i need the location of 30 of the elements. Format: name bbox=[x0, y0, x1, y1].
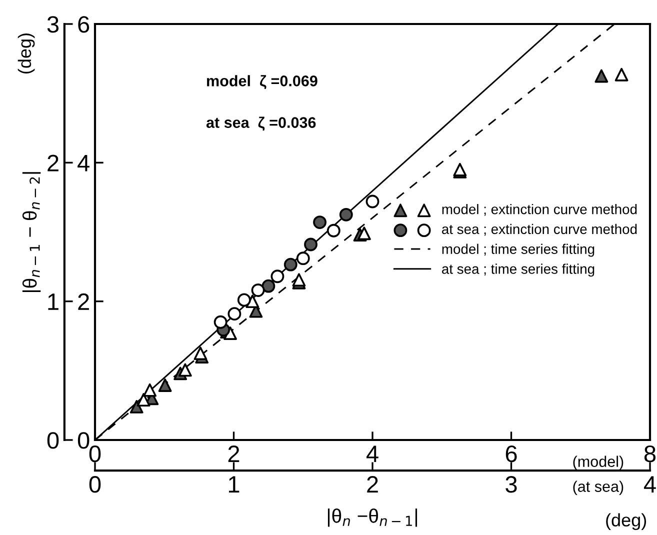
legend-label: model ; time series fitting bbox=[442, 244, 594, 257]
text: (model) bbox=[573, 456, 624, 470]
x-tick-label: 0 bbox=[89, 445, 101, 462]
legend-label: model ; extinction curve method bbox=[442, 204, 637, 216]
annotation: model ζ =0.069 bbox=[207, 75, 318, 90]
y2-tick-label: 0 bbox=[47, 432, 59, 449]
y2-tick-label: 2 bbox=[48, 154, 58, 172]
x-tick-label: 8 bbox=[644, 445, 656, 462]
x2-tick-label: 4 bbox=[644, 476, 656, 493]
y2-tick-label: 3 bbox=[47, 16, 59, 33]
x2-tick-label: 0 bbox=[89, 476, 101, 493]
y-tick-label: 2 bbox=[78, 293, 89, 310]
x2-tick-label: 2 bbox=[367, 476, 378, 493]
x-axis-title: |θ$_{n}$ −θ$_{n−1}$| bbox=[328, 508, 418, 527]
text: (at sea) bbox=[573, 480, 624, 495]
y-tick-label: 0 bbox=[78, 432, 90, 449]
x2-tick-label: 1 bbox=[228, 476, 240, 493]
legend-label: at sea ; extinction curve method bbox=[442, 224, 637, 236]
y2-axis-title: |θ$_{n−1}$ − θ$_{n−2}$| bbox=[22, 172, 41, 292]
x-tick-label: 6 bbox=[506, 445, 517, 462]
x-tick-label: 2 bbox=[228, 445, 240, 462]
text: (deg) bbox=[606, 513, 646, 530]
x2-tick-label: 3 bbox=[506, 476, 517, 493]
y-tick-label: 4 bbox=[78, 154, 90, 172]
y2-tick-label: 1 bbox=[48, 294, 58, 310]
text: (deg) bbox=[18, 34, 35, 74]
y-tick-label: 6 bbox=[78, 16, 90, 33]
x-tick-label: 4 bbox=[366, 446, 378, 462]
legend-label: at sea ; time series fitting bbox=[442, 264, 594, 277]
annotation: at sea ζ =0.036 bbox=[206, 116, 316, 131]
